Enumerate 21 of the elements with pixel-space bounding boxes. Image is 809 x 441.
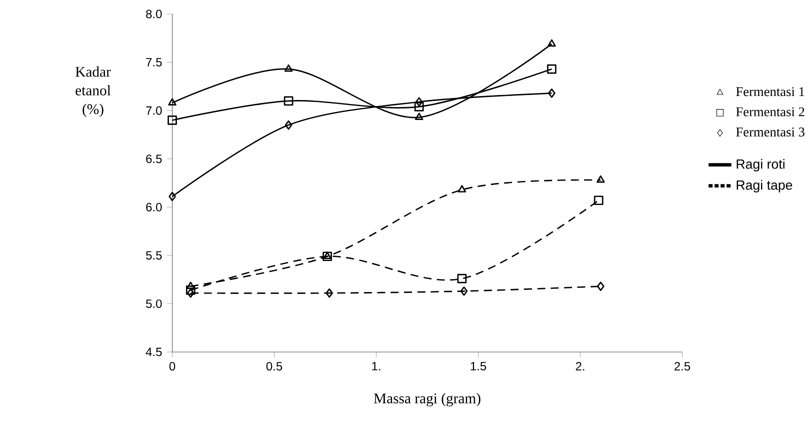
legend-label: Fermentasi 1 [736,87,804,96]
x-tick-label: 0 [169,362,176,371]
y-tick-label: 7.0 [146,106,162,115]
legend-label: Fermentasi 2 [736,107,804,116]
legend-label: Fermentasi 3 [736,128,804,136]
y-tick-label: 6.0 [146,202,162,212]
y-tick-label: 5.5 [146,251,162,260]
y-tick-label: 7.5 [146,58,162,66]
x-tick-label: 2.5 [674,362,690,371]
y-axis-title: Kadar etanol (%) [76,66,111,118]
x-tick-label: 1.5 [470,362,486,370]
text: Ragi roti [736,159,784,172]
y-tick-label: 6.5 [146,154,162,164]
text: Ragi tape [736,180,792,192]
x-axis-title: Massa ragi (gram) [374,393,480,406]
x-tick-label: 1. [372,362,380,370]
x-tick-label: 0.5 [266,362,282,371]
x-tick-label: 2. [576,362,584,370]
y-tick-label: 4.5 [146,348,162,356]
y-tick-label: 8.0 [146,10,162,18]
y-tick-label: 5.0 [146,299,162,308]
